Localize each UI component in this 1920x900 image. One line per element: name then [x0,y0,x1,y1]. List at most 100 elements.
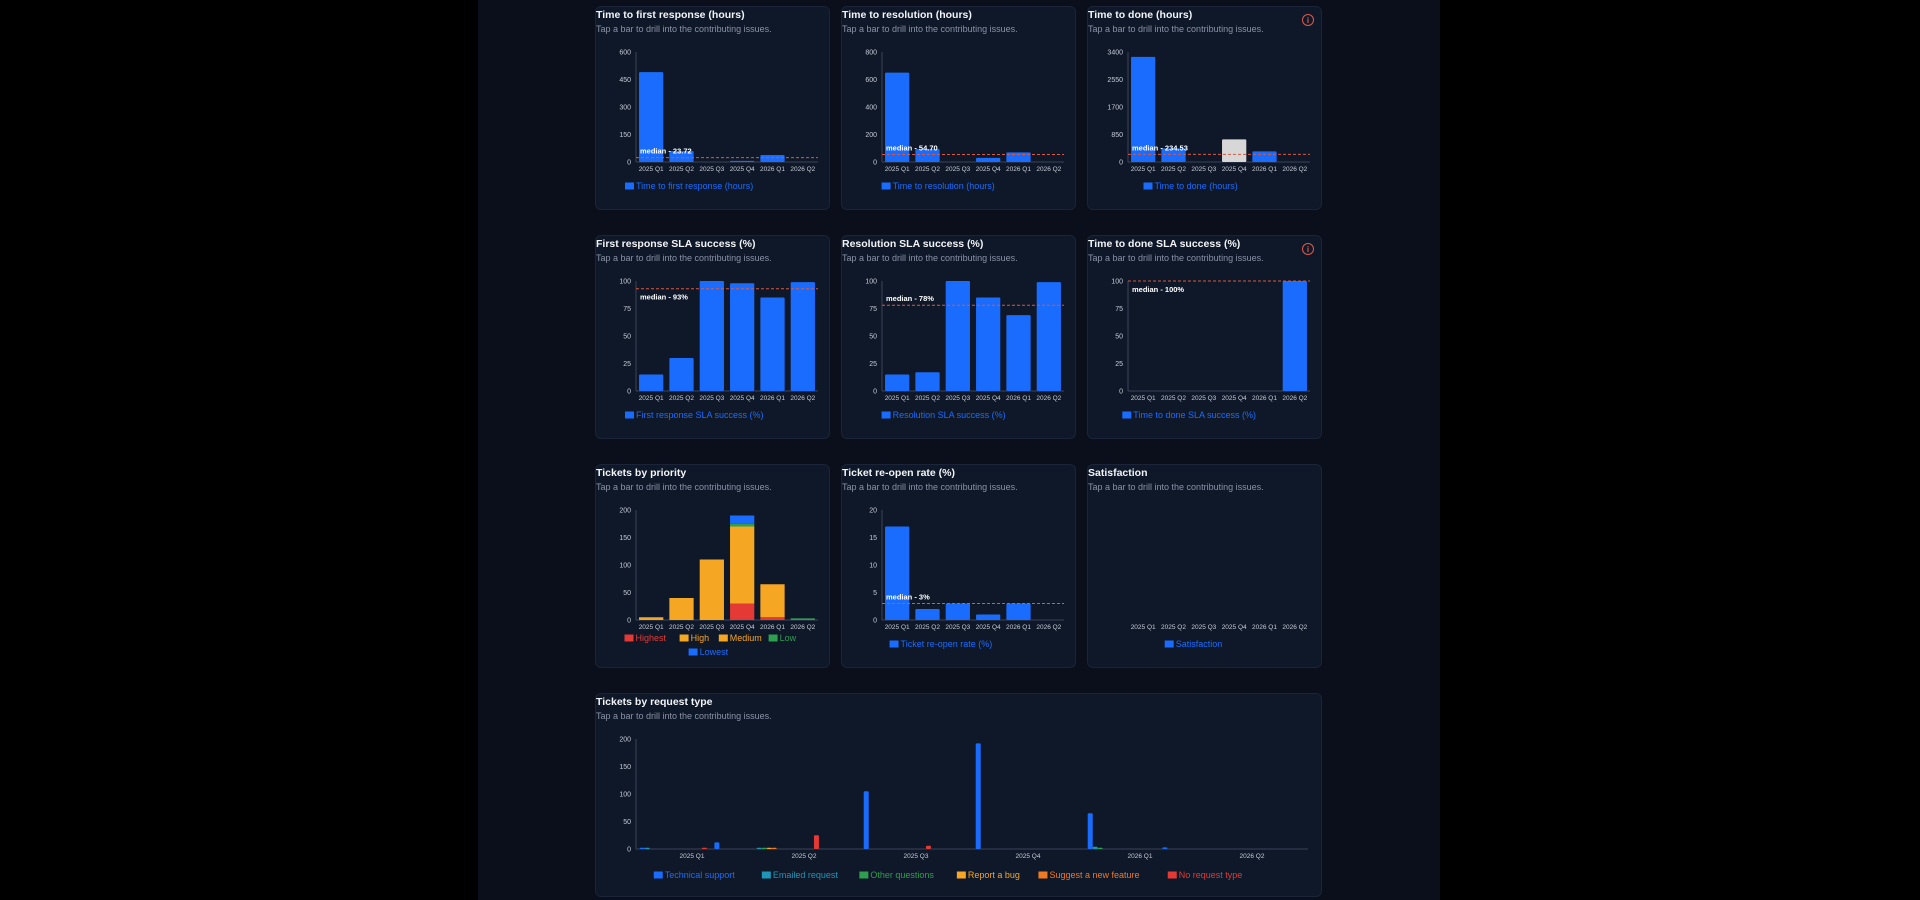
card-tickets-by-request-type: Tickets by request type Tap a bar to dri… [595,693,1322,897]
bar[interactable] [639,374,664,392]
x-tick-label: 2025 Q2 [669,624,694,631]
bar[interactable] [1006,603,1031,621]
chart-satisfaction[interactable]: 2025 Q1 2025 Q2 2025 Q3 2025 Q4 2026 Q1 2026 … [1088,465,1323,669]
chart-time-to-done[interactable]: 0 850 1700 2550 3400 2025 Q1 2025 Q2 2025 Q3 202… [1088,7,1323,211]
y-tick-label: 50 [623,334,631,341]
bar[interactable] [915,148,940,162]
bar-lowest[interactable] [730,515,755,524]
chart-subtitle: Tap a bar to drill into the contributing… [1088,253,1264,263]
bar[interactable] [915,609,940,620]
bar[interactable] [1161,148,1186,162]
bar-highest[interactable] [760,617,785,620]
legend-swatch [761,871,771,879]
bar[interactable] [885,72,910,162]
x-tick-label: 2025 Q2 [1161,395,1186,402]
legend-swatch [1038,871,1048,879]
bar[interactable] [1036,282,1061,391]
chart-title: First response SLA success (%) [596,238,756,250]
y-tick-label: 50 [869,334,877,341]
bar-other-questions[interactable] [1097,847,1103,849]
x-tick-label: 2025 Q4 [730,395,755,402]
bar-no-request-type[interactable] [813,835,819,849]
bar[interactable] [915,372,940,391]
bar-high[interactable] [669,598,694,620]
bar-technical-support[interactable] [1162,847,1168,849]
y-tick-label: 150 [619,764,631,771]
bar-suggest-a-new-feature[interactable] [771,847,777,849]
x-tick-label: 2026 Q2 [790,624,815,631]
x-tick-label: 2025 Q4 [1222,395,1247,402]
bar[interactable] [885,526,910,621]
legend-swatch [1164,640,1174,648]
bar-high[interactable] [639,617,664,620]
chart-reopen-rate[interactable]: 0 5 10 15 20 2025 Q1 2025 Q2 2025 Q3 2025 Q4 2026… [842,465,1077,669]
y-tick-label: 75 [869,306,877,313]
x-tick-label: 2026 Q1 [1252,624,1277,631]
bar-no-request-type[interactable] [701,847,707,849]
bar-emailed-request[interactable] [1092,846,1098,849]
chart-resolution-sla[interactable]: 0 25 50 75 100 2025 Q1 2025 Q2 2025 Q3 2025 Q4 20… [842,236,1077,440]
bar[interactable] [976,614,1001,621]
bar[interactable] [945,603,970,621]
bar-technical-support[interactable] [863,791,869,849]
chart-tickets-by-priority[interactable]: 0 50 100 150 200 2025 Q1 2025 Q2 2025 Q3 2025 Q4… [596,465,831,669]
bar[interactable] [790,282,815,391]
x-tick-label: 2026 Q1 [1006,624,1031,631]
bar-highest[interactable] [730,603,755,621]
bar[interactable] [976,297,1001,392]
x-tick-label: 2025 Q3 [699,395,724,402]
x-tick-label: 2025 Q2 [1161,624,1186,631]
chart-time-to-resolution[interactable]: 0 200 400 600 800 2025 Q1 2025 Q2 2025 Q3 2025 Q… [842,7,1077,211]
bar[interactable] [885,374,910,392]
bar[interactable] [639,72,664,162]
x-tick-label: 2025 Q4 [1222,166,1247,173]
bar[interactable] [669,358,694,391]
bar[interactable] [760,155,785,162]
y-tick-label: 100 [619,792,631,799]
bar[interactable] [1006,152,1031,162]
bar-technical-support[interactable] [714,842,720,849]
bar[interactable] [730,283,755,391]
bar-other-questions[interactable] [761,847,767,849]
y-tick-label: 300 [619,105,631,112]
bar[interactable] [1252,151,1277,162]
card-tickets-by-priority: Tickets by priority Tap a bar to drill i… [595,464,830,668]
bar[interactable] [945,281,970,391]
bar[interactable] [699,281,724,391]
chart-title: Tickets by priority [596,467,687,479]
bar[interactable] [1282,281,1307,391]
bar[interactable] [976,157,1001,162]
x-tick-label: 2025 Q4 [976,166,1001,173]
bar-low[interactable] [730,523,755,527]
bar-high[interactable] [699,559,724,621]
bar[interactable] [1006,315,1031,391]
bar-emailed-request[interactable] [644,847,650,849]
info-icon[interactable]: i [1302,14,1314,26]
bar[interactable] [730,160,755,162]
chart-first-response-sla[interactable]: 0 25 50 75 100 2025 Q1 2025 Q2 2025 Q3 2025 Q4 20… [596,236,831,440]
bar-high[interactable] [730,526,755,604]
chart-time-to-done-sla[interactable]: 0 25 50 75 100 2025 Q1 2025 Q2 2025 Q3 2025 Q4 20… [1088,236,1323,440]
chart-tickets-by-request-type[interactable]: 0 50 100 150 200 2025 Q1 2025 Q2 2025 Q3 2025 Q4… [596,694,1323,898]
bar-no-request-type[interactable] [925,845,931,849]
bar-high[interactable] [760,584,785,618]
bar-technical-support[interactable] [639,847,645,849]
bar-low[interactable] [790,618,815,620]
x-tick-label: 2025 Q3 [699,624,724,631]
bar[interactable] [669,151,694,162]
y-tick-label: 0 [873,160,877,167]
chart-time-to-first-response[interactable]: 0 150 300 450 600 2025 Q1 2025 Q2 2025 Q3 2025 Q… [596,7,831,211]
info-icon[interactable]: i [1302,243,1314,255]
y-tick-label: 15 [869,535,877,542]
legend-swatch [1167,871,1177,879]
legend-swatch [653,871,663,879]
bar-technical-support[interactable] [1087,813,1093,849]
bar-technical-support[interactable] [975,743,981,849]
bar[interactable] [760,297,785,392]
bar[interactable] [1131,56,1156,163]
y-tick-label: 50 [1115,334,1123,341]
bar-report-a-bug[interactable] [766,847,772,849]
bar-emailed-request[interactable] [756,847,762,849]
card-time-to-resolution: Time to resolution (hours) Tap a bar to … [841,6,1076,210]
bar[interactable] [1222,139,1247,162]
